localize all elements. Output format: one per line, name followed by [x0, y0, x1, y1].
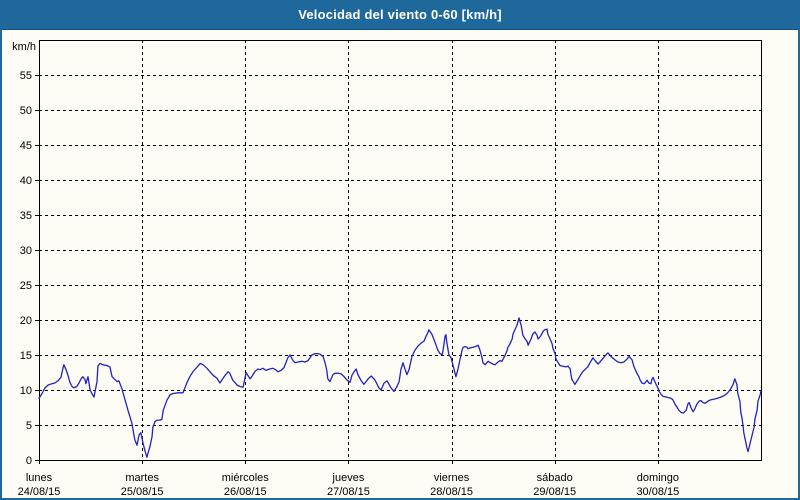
plot-border: [39, 40, 762, 461]
x-tick-date-label: 26/08/15: [224, 486, 267, 498]
x-tick-date-label: 24/08/15: [18, 486, 61, 498]
y-tick-label: 25: [20, 280, 32, 292]
x-tick-date-label: 25/08/15: [121, 486, 164, 498]
y-tick-label: 55: [20, 70, 32, 82]
axis-ticks: [35, 75, 659, 464]
chart-title: Velocidad del viento 0-60 [km/h]: [298, 7, 502, 22]
x-axis-labels: lunes 24/08/15 martes 25/08/15 miércoles 26/0…: [18, 472, 680, 498]
y-tick-label: 5: [26, 420, 32, 432]
x-tick-day-label: domingo: [637, 472, 679, 484]
x-tick-date-label: 30/08/15: [636, 486, 679, 498]
x-tick-date-label: 27/08/15: [327, 486, 370, 498]
x-tick-day-label: miércoles: [222, 472, 270, 484]
y-tick-label: 15: [20, 350, 32, 362]
x-tick-day-label: martes: [125, 472, 159, 484]
y-tick-label: 30: [20, 245, 32, 257]
x-tick-day-label: sábado: [537, 472, 573, 484]
y-tick-label: 40: [20, 175, 32, 187]
y-tick-label: 35: [20, 210, 32, 222]
y-axis-labels: 0 5 10 15 20 25 30 35 40 45 50 55 km/h: [12, 41, 36, 467]
chart-title-bar: Velocidad del viento 0-60 [km/h]: [0, 0, 800, 30]
x-tick-day-label: viernes: [434, 472, 470, 484]
gridlines: [39, 40, 761, 460]
y-tick-label: 0: [26, 455, 32, 467]
y-tick-label: 10: [20, 385, 32, 397]
x-tick-date-label: 28/08/15: [430, 486, 473, 498]
x-tick-day-label: lunes: [26, 472, 53, 484]
y-tick-label: 45: [20, 140, 32, 152]
x-tick-date-label: 29/08/15: [533, 486, 576, 498]
y-tick-label: 20: [20, 315, 32, 327]
y-axis-unit-label: km/h: [12, 41, 36, 53]
y-tick-label: 50: [20, 105, 32, 117]
x-tick-day-label: jueves: [332, 472, 365, 484]
wind-speed-series-line: [38, 317, 762, 458]
